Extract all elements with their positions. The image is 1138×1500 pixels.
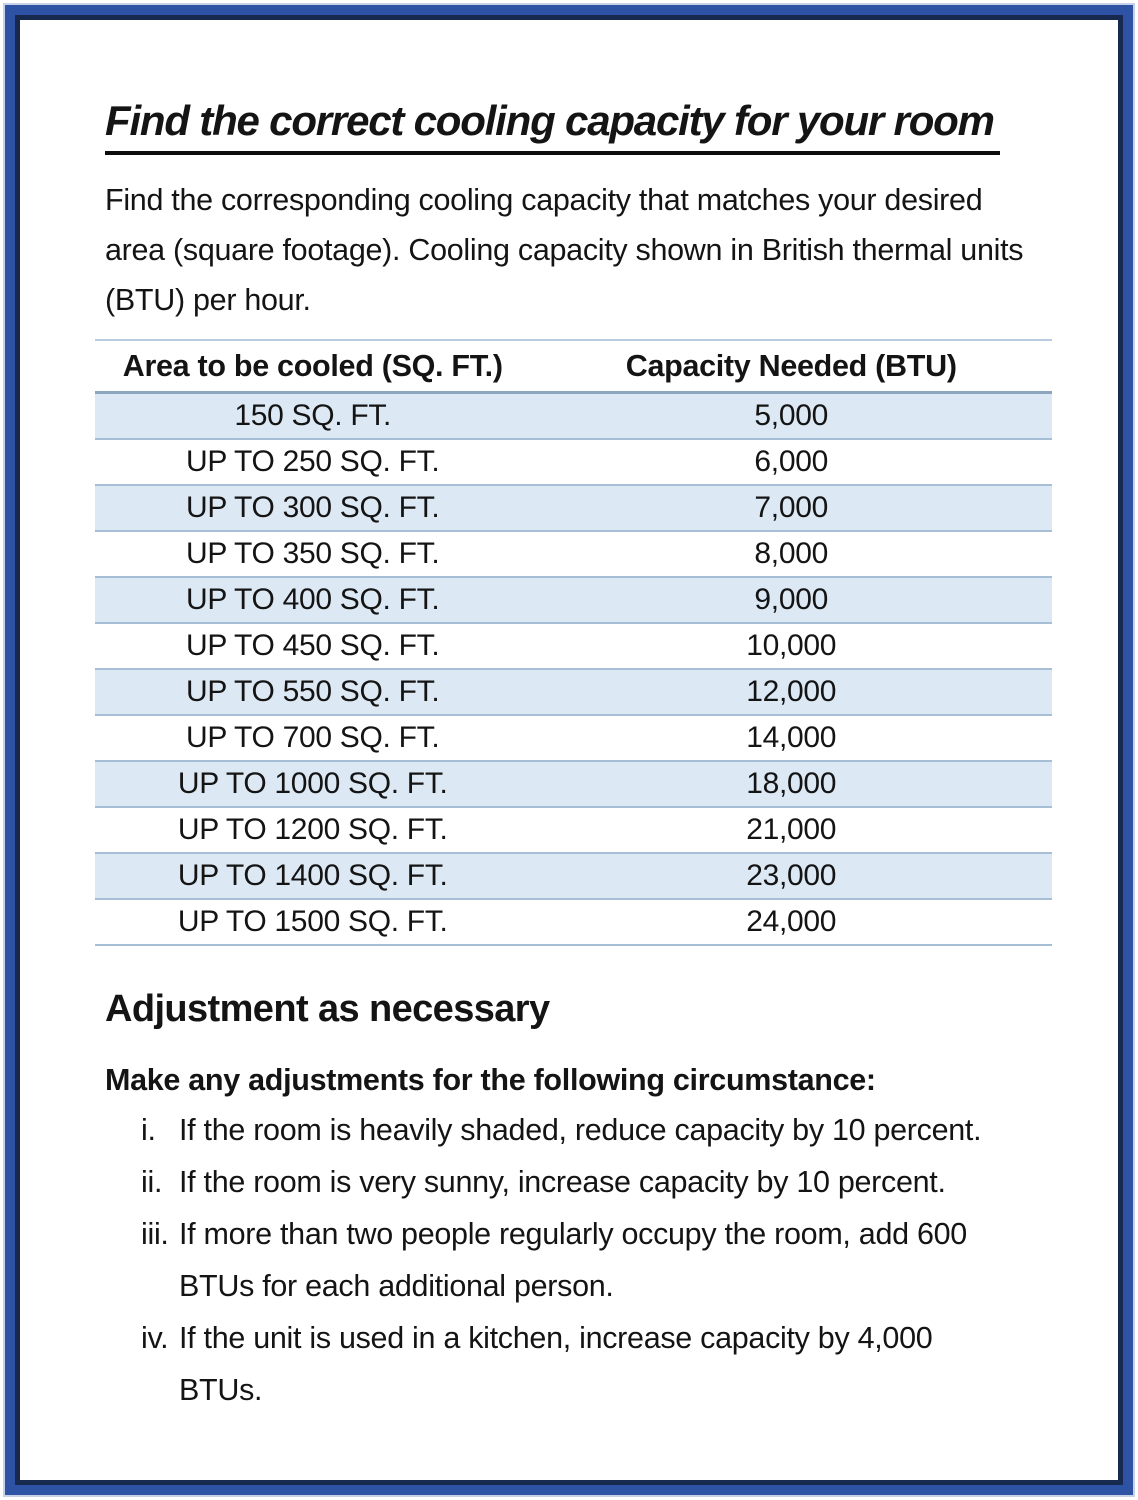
list-marker: iv. bbox=[141, 1321, 169, 1356]
adjustment-item: iii. If more than two people regularly oc… bbox=[105, 1208, 1070, 1312]
column-header-area: Area to be cooled (SQ. FT.) bbox=[95, 340, 531, 395]
list-marker: iii. bbox=[141, 1217, 169, 1252]
area-cell: 150 SQ. FT. bbox=[95, 392, 531, 440]
table-row: UP TO 450 SQ. FT. 10,000 bbox=[95, 623, 1052, 670]
list-item-text: If more than two people regularly occupy… bbox=[179, 1217, 967, 1304]
area-cell: UP TO 450 SQ. FT. bbox=[186, 629, 440, 663]
capacity-cell: 5,000 bbox=[530, 392, 1052, 440]
table-row: UP TO 1000 SQ. FT. 18,000 bbox=[95, 761, 1052, 808]
table-row: UP TO 1200 SQ. FT. 21,000 bbox=[95, 807, 1052, 854]
area-cell: UP TO 350 SQ. FT. bbox=[186, 537, 440, 571]
adjustments-list: i. If the room is heavily shaded, reduce … bbox=[105, 1104, 1070, 1416]
list-marker: i. bbox=[141, 1113, 156, 1148]
capacity-cell: 18,000 bbox=[530, 761, 1052, 808]
area-cell: UP TO 1200 SQ. FT. bbox=[177, 813, 448, 847]
capacity-cell: 14,000 bbox=[746, 721, 837, 755]
intro-paragraph: Find the corresponding cooling capacity … bbox=[105, 183, 1024, 318]
table-row: UP TO 350 SQ. FT. 8,000 bbox=[95, 531, 1052, 578]
capacity-cell: 21,000 bbox=[746, 813, 837, 847]
list-item-text: If the unit is used in a kitchen, increa… bbox=[179, 1321, 933, 1408]
adjustment-item: iv. If the unit is used in a kitchen, inc… bbox=[105, 1312, 1070, 1416]
list-item-text: If the room is very sunny, increase capa… bbox=[179, 1165, 946, 1200]
table-row: UP TO 300 SQ. FT. 7,000 bbox=[95, 485, 1052, 532]
page-title: Find the correct cooling capacity for yo… bbox=[105, 97, 1000, 156]
area-cell: UP TO 1000 SQ. FT. bbox=[95, 761, 531, 808]
area-cell: UP TO 400 SQ. FT. bbox=[95, 577, 531, 624]
area-cell: UP TO 700 SQ. FT. bbox=[186, 721, 440, 755]
adjustment-item: i. If the room is heavily shaded, reduce … bbox=[105, 1104, 1070, 1156]
capacity-cell: 12,000 bbox=[530, 669, 1052, 716]
document-page: Find the correct cooling capacity for yo… bbox=[15, 15, 1123, 1485]
area-cell: UP TO 1500 SQ. FT. bbox=[177, 905, 448, 939]
list-marker: ii. bbox=[141, 1165, 163, 1200]
area-cell: UP TO 300 SQ. FT. bbox=[95, 485, 531, 532]
area-cell: UP TO 1400 SQ. FT. bbox=[95, 853, 531, 900]
document-border-frame: Find the correct cooling capacity for yo… bbox=[5, 5, 1133, 1495]
cooling-capacity-table: Area to be cooled (SQ. FT.) Capacity Nee… bbox=[95, 339, 1052, 946]
capacity-cell: 9,000 bbox=[530, 577, 1052, 624]
table-row: UP TO 1400 SQ. FT. 23,000 bbox=[95, 853, 1052, 900]
table-row: UP TO 700 SQ. FT. 14,000 bbox=[95, 715, 1052, 762]
capacity-cell: 24,000 bbox=[746, 905, 837, 939]
capacity-cell: 7,000 bbox=[530, 485, 1052, 532]
table-row: 150 SQ. FT. 5,000 bbox=[95, 392, 1052, 440]
column-header-capacity: Capacity Needed (BTU) bbox=[530, 340, 1052, 395]
capacity-cell: 23,000 bbox=[530, 853, 1052, 900]
adjustment-item: ii. If the room is very sunny, increase c… bbox=[105, 1156, 1070, 1208]
adjustment-heading: Adjustment as necessary bbox=[105, 988, 550, 1031]
capacity-cell: 6,000 bbox=[754, 445, 828, 479]
area-cell: UP TO 550 SQ. FT. bbox=[95, 669, 531, 716]
area-cell: UP TO 250 SQ. FT. bbox=[186, 445, 440, 479]
table-body: 150 SQ. FT. 5,000 UP TO 250 SQ. FT. 6,000 UP… bbox=[95, 392, 1052, 946]
capacity-cell: 10,000 bbox=[746, 629, 837, 663]
table-row: UP TO 400 SQ. FT. 9,000 bbox=[95, 577, 1052, 624]
adjustments-intro: Make any adjustments for the following c… bbox=[105, 1063, 876, 1098]
list-item-text: If the room is heavily shaded, reduce ca… bbox=[179, 1113, 982, 1148]
table-row: UP TO 250 SQ. FT. 6,000 bbox=[95, 439, 1052, 486]
table-row: UP TO 550 SQ. FT. 12,000 bbox=[95, 669, 1052, 716]
table-row: UP TO 1500 SQ. FT. 24,000 bbox=[95, 899, 1052, 946]
capacity-cell: 8,000 bbox=[754, 537, 828, 571]
table-header-row: Area to be cooled (SQ. FT.) Capacity Nee… bbox=[95, 340, 1052, 395]
